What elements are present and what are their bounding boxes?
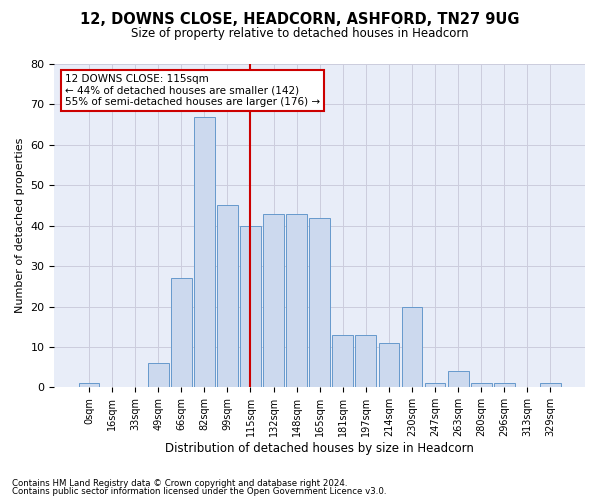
- Bar: [540, 384, 561, 388]
- Bar: [332, 335, 353, 388]
- Bar: [286, 214, 307, 388]
- Text: Contains HM Land Registry data © Crown copyright and database right 2024.: Contains HM Land Registry data © Crown c…: [12, 478, 347, 488]
- Bar: [425, 384, 445, 388]
- Bar: [171, 278, 191, 388]
- Bar: [263, 214, 284, 388]
- Text: Contains public sector information licensed under the Open Government Licence v3: Contains public sector information licen…: [12, 487, 386, 496]
- Bar: [194, 116, 215, 388]
- Bar: [379, 343, 400, 388]
- Bar: [448, 371, 469, 388]
- Text: Size of property relative to detached houses in Headcorn: Size of property relative to detached ho…: [131, 28, 469, 40]
- Text: 12 DOWNS CLOSE: 115sqm
← 44% of detached houses are smaller (142)
55% of semi-de: 12 DOWNS CLOSE: 115sqm ← 44% of detached…: [65, 74, 320, 107]
- Y-axis label: Number of detached properties: Number of detached properties: [15, 138, 25, 314]
- Bar: [471, 384, 491, 388]
- Bar: [217, 206, 238, 388]
- Bar: [79, 384, 99, 388]
- Bar: [494, 384, 515, 388]
- Bar: [240, 226, 261, 388]
- X-axis label: Distribution of detached houses by size in Headcorn: Distribution of detached houses by size …: [165, 442, 474, 455]
- Bar: [310, 218, 330, 388]
- Bar: [355, 335, 376, 388]
- Bar: [148, 363, 169, 388]
- Text: 12, DOWNS CLOSE, HEADCORN, ASHFORD, TN27 9UG: 12, DOWNS CLOSE, HEADCORN, ASHFORD, TN27…: [80, 12, 520, 28]
- Bar: [401, 306, 422, 388]
